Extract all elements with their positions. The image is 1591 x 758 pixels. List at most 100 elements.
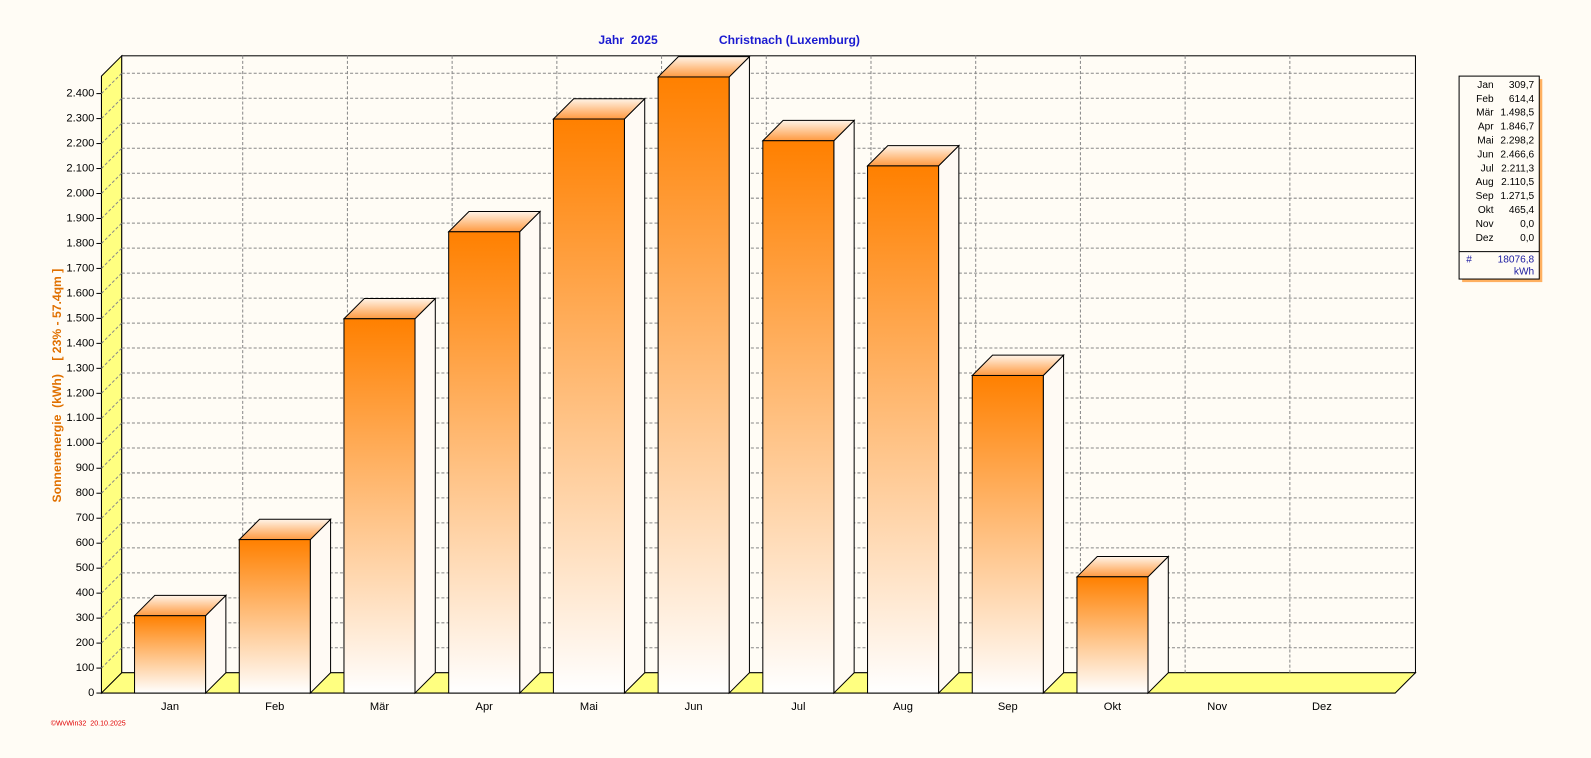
bar-side <box>414 297 436 695</box>
chart-subtitle: Christnach (Luxemburg) <box>719 33 860 47</box>
legend-value: 0,0 <box>1520 233 1534 244</box>
y-tick-label: 1.600 <box>66 287 94 299</box>
bar <box>656 55 751 695</box>
legend-label: Apr <box>1478 122 1494 133</box>
y-tick-label: 1.700 <box>66 262 94 274</box>
y-tick-label: 700 <box>76 512 95 524</box>
legend-unit: kWh <box>1514 267 1534 278</box>
x-tick-label: Nov <box>1207 701 1227 713</box>
x-tick-label: Jan <box>161 701 179 713</box>
legend-label: Aug <box>1476 177 1494 188</box>
legend-value: 1.498,5 <box>1500 108 1534 119</box>
bar-front <box>762 140 835 694</box>
bar <box>761 119 856 695</box>
bar-side <box>623 97 646 695</box>
left-wall <box>100 54 123 695</box>
bar-side <box>728 55 750 695</box>
bar-front <box>238 539 311 694</box>
bar-front <box>971 374 1044 694</box>
y-axis-label: Sonnenenergie (kWh) [ 23% - 57.4qm ] <box>50 269 64 503</box>
bar-side <box>938 144 960 695</box>
y-tick-label: 1.300 <box>66 362 94 374</box>
y-tick-label: 900 <box>76 462 95 474</box>
y-tick-label: 1.800 <box>66 237 94 249</box>
bar-front <box>867 165 940 694</box>
x-tick-label: Aug <box>893 701 913 713</box>
x-tick-label: Apr <box>476 701 494 713</box>
y-tick-label: 800 <box>76 487 95 499</box>
bar <box>238 518 332 695</box>
legend-value: 2.298,2 <box>1500 136 1534 147</box>
bar-side <box>833 119 855 695</box>
y-tick-label: 2.000 <box>66 187 94 199</box>
y-tick-label: 500 <box>76 562 95 574</box>
legend-label: Mär <box>1476 108 1494 119</box>
legend-box <box>1458 75 1540 280</box>
y-tick-label: 1.900 <box>66 212 94 224</box>
x-tick-label: Jul <box>791 701 805 713</box>
legend-value: 1.271,5 <box>1500 191 1534 202</box>
bar-side <box>309 518 332 695</box>
legend-label: Dez <box>1476 233 1494 244</box>
bar <box>1075 555 1170 695</box>
bar-front <box>448 231 521 694</box>
legend-label: Feb <box>1476 94 1494 105</box>
bar <box>447 210 542 695</box>
legend-label: Okt <box>1478 205 1494 216</box>
y-tick-label: 600 <box>76 537 95 549</box>
y-tick-label: 100 <box>76 662 95 674</box>
legend-total: 18076,8 <box>1498 254 1535 265</box>
legend-total-symbol: # <box>1466 254 1472 265</box>
y-tick-label: 2.100 <box>66 162 94 174</box>
x-tick-label: Jun <box>685 701 703 713</box>
bar-front <box>343 318 416 694</box>
legend-value: 614,4 <box>1509 94 1535 105</box>
legend-value: 1.846,7 <box>1500 122 1534 133</box>
y-tick-label: 300 <box>76 612 95 624</box>
x-tick-label: Okt <box>1104 701 1122 713</box>
legend-value: 2.110,5 <box>1501 177 1534 188</box>
footer: ©WvWin32 20.10.2025 <box>51 719 126 727</box>
y-tick-label: 400 <box>76 587 95 599</box>
y-tick-label: 2.300 <box>66 113 94 125</box>
y-tick-label: 2.200 <box>66 137 94 149</box>
x-tick-label: Mär <box>370 701 389 713</box>
y-tick-label: 1.200 <box>66 387 94 399</box>
y-tick-label: 1.000 <box>66 437 94 449</box>
legend-value: 0,0 <box>1520 219 1534 230</box>
legend-label: Jun <box>1477 149 1493 160</box>
x-tick-label: Dez <box>1312 701 1332 713</box>
legend-value: 2.211,3 <box>1501 163 1534 174</box>
bar <box>552 97 646 695</box>
legend-value: 2.466,6 <box>1500 149 1534 160</box>
legend-value: 309,7 <box>1509 80 1535 91</box>
bar <box>971 353 1065 695</box>
legend-value: 465,4 <box>1509 205 1535 216</box>
chart-title: Jahr 2025 <box>598 33 658 47</box>
x-tick-label: Sep <box>998 701 1018 713</box>
bar <box>133 594 228 695</box>
y-tick-label: 2.400 <box>66 88 94 100</box>
bar-side <box>1147 555 1169 695</box>
x-tick-label: Feb <box>265 701 284 713</box>
bar-side <box>519 210 541 695</box>
bar-front <box>134 615 207 694</box>
legend-label: Sep <box>1476 191 1494 202</box>
bar <box>342 297 437 695</box>
legend-label: Nov <box>1476 219 1495 230</box>
x-tick-label: Mai <box>580 701 598 713</box>
legend-label: Mai <box>1477 136 1493 147</box>
bar-front <box>657 76 730 694</box>
bar-front <box>1076 576 1149 694</box>
y-tick-label: 1.500 <box>66 312 94 324</box>
y-tick-label: 200 <box>76 637 95 649</box>
bar-side <box>1042 353 1065 695</box>
legend-label: Jan <box>1477 80 1493 91</box>
y-tick-label: 1.400 <box>66 337 94 349</box>
legend-label: Jul <box>1481 163 1494 174</box>
bar-front <box>552 118 625 694</box>
bar <box>866 144 961 695</box>
y-tick-label: 0 <box>88 687 94 699</box>
y-tick-label: 1.100 <box>66 412 94 424</box>
